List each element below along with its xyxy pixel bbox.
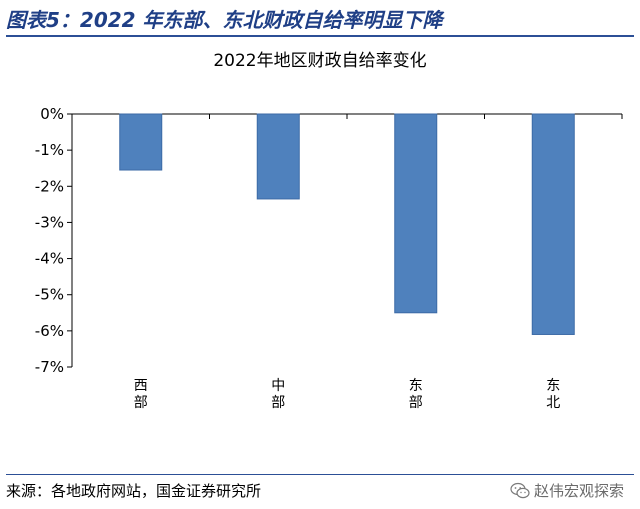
x-tick-label: 西部 bbox=[134, 378, 148, 411]
watermark: 赵伟宏观探索 bbox=[510, 480, 624, 501]
figure-title: 图表5：2022 年东部、东北财政自给率明显下降 bbox=[6, 8, 443, 32]
bar bbox=[256, 113, 300, 200]
x-tick-label: 东部 bbox=[409, 378, 423, 411]
source-rule bbox=[6, 474, 634, 475]
y-tick-label: 0% bbox=[40, 105, 64, 123]
bar bbox=[531, 113, 575, 335]
y-tick-label: -7% bbox=[35, 358, 64, 376]
wechat-icon bbox=[510, 482, 530, 498]
watermark-text: 赵伟宏观探索 bbox=[533, 482, 624, 500]
y-tick-label: -1% bbox=[35, 141, 64, 159]
bar bbox=[394, 113, 438, 314]
source-note: 来源：各地政府网站，国金证券研究所 bbox=[6, 482, 262, 500]
bar-chart: 0% -1% -2% -3% -4% -5% -6% -7% 西部 中部 东部 东北 bbox=[35, 105, 623, 411]
title-rule bbox=[6, 35, 634, 37]
x-tick-label: 东北 bbox=[546, 378, 560, 411]
y-tick-label: -5% bbox=[35, 286, 64, 304]
chart-title: 2022年地区财政自给率变化 bbox=[213, 51, 427, 71]
y-tick-label: -2% bbox=[35, 177, 64, 195]
y-tick-label: -4% bbox=[35, 250, 64, 268]
y-tick-label: -3% bbox=[35, 213, 64, 231]
x-tick-label: 中部 bbox=[271, 378, 285, 411]
y-tick-label: -6% bbox=[35, 322, 64, 340]
bar bbox=[119, 113, 163, 171]
